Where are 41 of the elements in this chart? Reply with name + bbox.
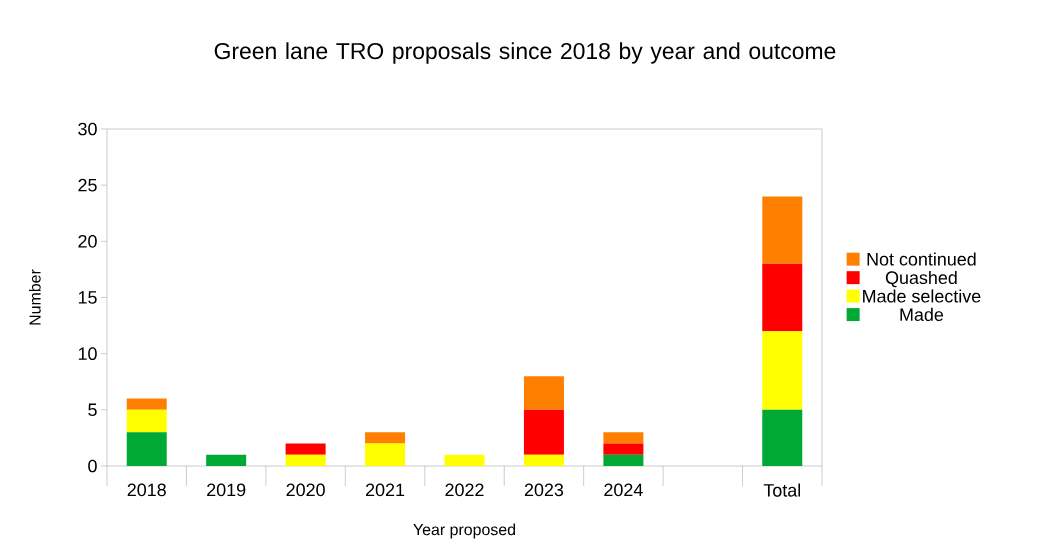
y-tick-label: 25 [78,178,97,192]
legend-label: Quashed [885,270,957,288]
y-tick-label: 15 [78,291,97,304]
bar [523,454,564,466]
bar [603,432,644,444]
bar [762,196,803,264]
x-tick-label: Total [763,483,801,497]
bar [523,409,564,455]
y-axis-title: Number [28,269,41,325]
bar [762,263,803,332]
bar [444,454,485,466]
x-tick-label: 2019 [207,483,246,497]
x-tick-label: 2024 [604,483,643,497]
bar [603,443,644,455]
bar [285,454,326,466]
y-tick-label: 10 [78,347,97,361]
bar [365,443,406,466]
bar [126,398,167,410]
bar [762,409,803,466]
x-tick-label: 2020 [286,483,325,497]
legend-label: Not continued [867,252,976,266]
bar [365,432,406,444]
x-tick-label: 2018 [127,483,166,497]
bar [126,409,167,433]
x-tick-label: 2023 [524,483,564,497]
legend-label: Made selective [863,289,981,303]
bar [206,454,247,466]
bar [603,454,644,466]
bar [126,432,167,466]
y-tick-label: 20 [78,234,97,248]
x-axis-title: Year proposed [413,523,516,539]
x-tick-label: 2022 [445,483,484,497]
x-tick-label: 2021 [366,483,405,497]
legend-label: Made [900,307,944,322]
bar [285,443,326,455]
y-tick-label: 5 [88,403,97,417]
chart-title: Green lane TRO proposals since 2018 by year and outcome [214,42,836,64]
y-tick-label: 0 [88,459,97,473]
bar [762,331,803,410]
bar [523,376,564,410]
y-tick-label: 30 [78,122,97,136]
